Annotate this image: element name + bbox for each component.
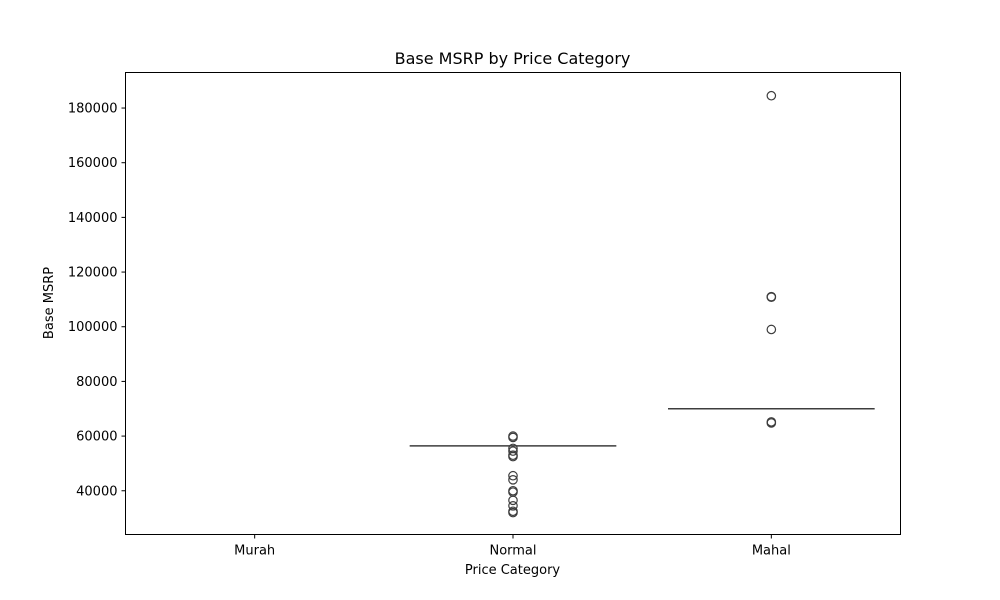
outlier-point [766,90,777,101]
y-tick-label: 140000 [68,211,118,226]
y-tick-label: 60000 [76,430,117,445]
y-tick-label: 160000 [68,156,118,171]
outlier-point [508,507,518,518]
outlier-point [508,475,518,485]
outlier-point [508,451,518,462]
outlier-point [508,432,518,443]
outlier-point [508,495,518,506]
x-axis: Murah Normal Mahal [234,534,791,559]
outlier-point [508,500,518,511]
box-normal [409,431,617,518]
x-tick-label: Mahal [752,544,791,559]
chart-title: Base MSRP by Price Category [395,49,631,68]
outlier-point [766,418,777,428]
y-tick-label: 40000 [76,484,117,499]
y-tick-label: 180000 [68,102,118,117]
x-tick-label: Murah [234,544,275,559]
y-axis: 40000 60000 80000 100000 120000 140000 160000 1… [68,102,126,499]
y-tick-label: 80000 [76,375,117,390]
y-tick-label: 120000 [68,266,118,281]
outlier-point [766,292,777,303]
outlier-point [508,446,518,456]
y-axis-label: Base MSRP [42,267,57,339]
plot-frame [125,72,901,535]
y-tick-label: 100000 [68,320,118,335]
x-tick-label: Normal [489,544,536,559]
box-mahal [668,90,875,428]
x-axis-label: Price Category [465,563,561,578]
outlier-point [508,470,518,481]
box-plots [409,90,875,518]
outlier-point [766,324,777,335]
